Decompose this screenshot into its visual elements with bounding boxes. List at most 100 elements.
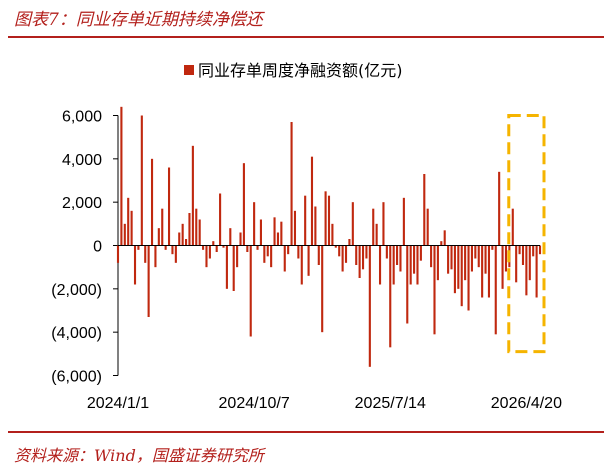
bar (433, 245, 436, 335)
bar (212, 241, 215, 246)
bar (491, 245, 494, 250)
bar (127, 197, 130, 246)
bar (392, 245, 395, 285)
bar (385, 245, 388, 259)
bar (355, 245, 358, 265)
y-tick-label: (6,000) (51, 369, 102, 386)
y-tick-label: (2,000) (51, 282, 102, 299)
bar (450, 245, 453, 270)
bar (157, 228, 160, 246)
bar (120, 106, 123, 246)
bar (276, 232, 280, 246)
bar (494, 245, 497, 335)
bar (361, 245, 365, 270)
bar (484, 245, 487, 274)
bar (208, 245, 211, 259)
bar (453, 245, 456, 294)
x-tick-label: 2025/7/14 (355, 395, 426, 412)
title-divider (8, 36, 604, 38)
bar (317, 245, 320, 265)
bar (185, 239, 188, 246)
bar (188, 213, 191, 246)
y-tick-label: 4,000 (62, 152, 102, 169)
bar (440, 241, 443, 246)
bar (246, 245, 249, 252)
bar (123, 223, 126, 246)
bar (378, 245, 382, 285)
y-tick-label: 0 (93, 239, 102, 256)
bar (287, 245, 290, 255)
bar (154, 245, 157, 268)
y-tick-label: 2,000 (62, 195, 102, 212)
bar (460, 245, 463, 307)
bar (327, 195, 331, 246)
legend-label: 同业存单周度净融资额(亿元) (198, 61, 403, 80)
bar (300, 245, 303, 285)
bar (423, 174, 426, 246)
bar (375, 223, 378, 246)
bar (426, 208, 429, 246)
bar (358, 245, 361, 278)
bar (321, 245, 324, 333)
bar (477, 245, 480, 268)
bar (130, 210, 133, 246)
bar (532, 245, 535, 257)
bar (116, 245, 120, 263)
bar (167, 167, 171, 246)
bar (341, 245, 344, 272)
bar (351, 202, 354, 246)
bar (372, 208, 375, 246)
bar (290, 122, 293, 246)
bar (498, 171, 501, 246)
bar (304, 195, 307, 246)
bar (528, 245, 531, 281)
figure-title: 图表7：同业存单近期持续净偿还 (14, 10, 263, 30)
bar (436, 245, 439, 281)
x-tick-label: 2026/4/20 (491, 395, 562, 412)
bar (283, 245, 286, 272)
bar (464, 245, 467, 281)
bar (487, 245, 491, 298)
figure-source: 资料来源：Wind，国盛证券研究所 (14, 446, 264, 465)
bar (171, 245, 174, 255)
bar (368, 245, 371, 367)
bar (430, 245, 433, 268)
x-tick-label: 2024/1/1 (87, 395, 149, 412)
bar (504, 245, 508, 272)
bar (273, 217, 276, 246)
bar (222, 245, 225, 248)
bar (219, 193, 222, 246)
bar (518, 245, 521, 255)
bar (334, 245, 337, 248)
bar (399, 245, 402, 272)
bar (249, 245, 252, 337)
bar (535, 245, 538, 298)
x-tick-label: 2024/10/7 (219, 395, 290, 412)
bar (515, 245, 518, 283)
bar (457, 245, 460, 289)
bar (344, 245, 348, 263)
legend-swatch (184, 65, 194, 75)
bar (144, 245, 147, 263)
bar (396, 245, 399, 265)
bar (205, 245, 208, 268)
bar (164, 245, 167, 250)
bar (416, 245, 419, 285)
bar (406, 245, 409, 324)
bar (202, 245, 205, 250)
bar (215, 245, 218, 252)
bar (239, 232, 242, 246)
bar (389, 245, 392, 348)
bar (470, 245, 473, 272)
bar (525, 245, 528, 296)
bar (307, 245, 310, 276)
bar (402, 197, 405, 246)
highlight-box (507, 114, 546, 354)
bar (280, 221, 283, 246)
bar (150, 158, 154, 246)
bar (133, 245, 137, 285)
bar (338, 245, 341, 257)
bar (178, 232, 181, 246)
bar (501, 245, 504, 289)
bar (467, 245, 470, 311)
